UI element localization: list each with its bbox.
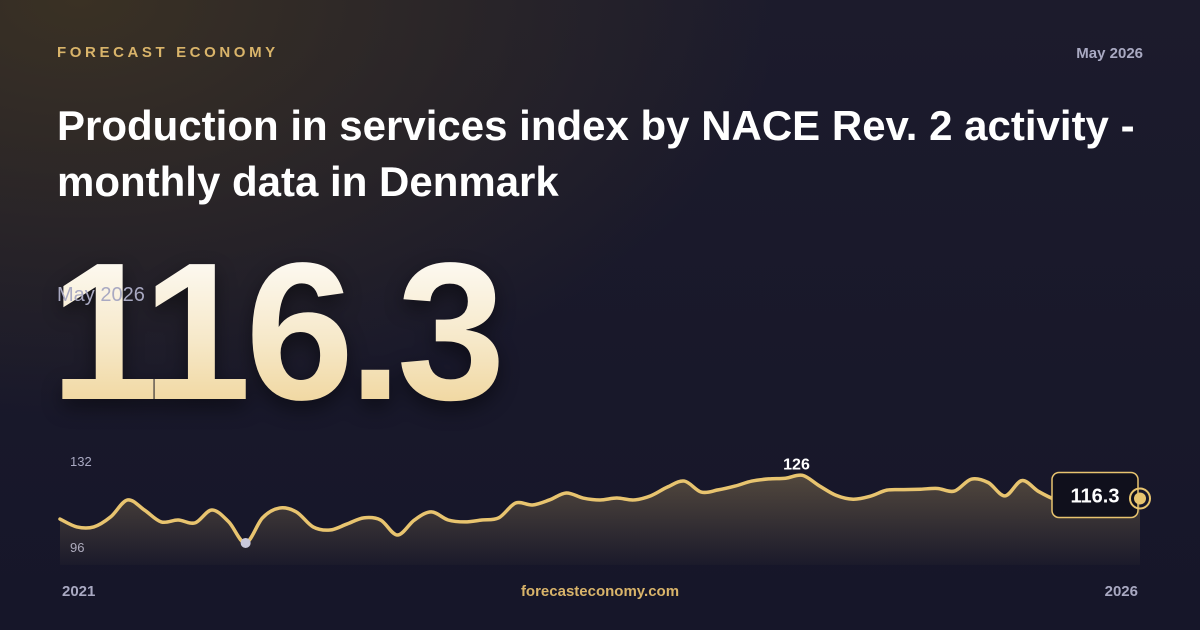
line [58, 473, 1142, 545]
last-marker-ring [1129, 487, 1151, 510]
headline-period: May 2026 [57, 284, 145, 306]
min-marker [240, 537, 251, 548]
callout-label: 116.3 [1071, 486, 1120, 508]
date: May 2026 [1076, 45, 1143, 62]
brand: FORECAST ECONOMY [57, 44, 279, 61]
x-start-label: 2021 [62, 583, 96, 600]
title: Production in services index by NACE Rev… [57, 102, 1135, 205]
peak-label: 126 [783, 456, 810, 473]
headline-value: 116.3 [50, 222, 506, 441]
last-marker [1134, 492, 1146, 505]
x-end-label: 2026 [1104, 583, 1138, 600]
y-tick-label: 132 [70, 454, 92, 469]
area-fill [60, 475, 1140, 565]
site: forecasteconomy.com [520, 583, 680, 600]
